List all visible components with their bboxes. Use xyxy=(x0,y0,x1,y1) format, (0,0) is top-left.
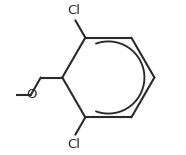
Text: Cl: Cl xyxy=(67,4,80,16)
Text: Cl: Cl xyxy=(67,139,80,151)
Text: O: O xyxy=(26,88,37,100)
